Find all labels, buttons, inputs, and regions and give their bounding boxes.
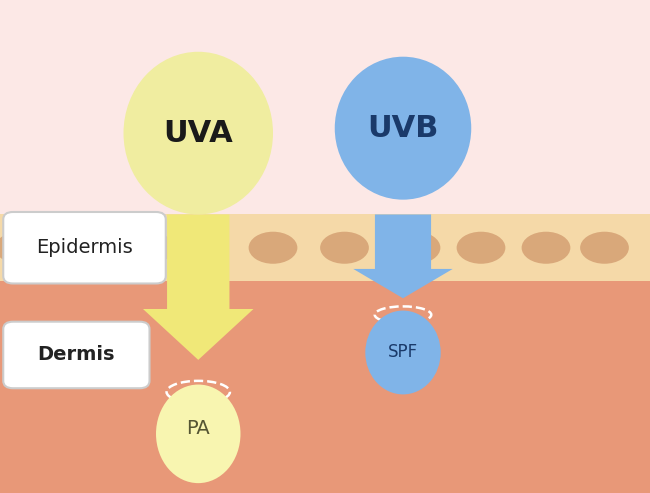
Bar xyxy=(0,281,650,493)
Text: PA: PA xyxy=(187,420,210,438)
FancyBboxPatch shape xyxy=(3,212,166,283)
Polygon shape xyxy=(143,214,254,360)
Ellipse shape xyxy=(580,232,629,264)
Ellipse shape xyxy=(125,232,174,264)
Ellipse shape xyxy=(320,232,369,264)
Ellipse shape xyxy=(335,57,471,200)
Ellipse shape xyxy=(365,311,441,394)
Ellipse shape xyxy=(248,232,298,264)
Ellipse shape xyxy=(156,385,240,483)
Ellipse shape xyxy=(124,52,273,214)
Ellipse shape xyxy=(456,232,506,264)
Text: UVA: UVA xyxy=(163,119,233,147)
Bar xyxy=(0,0,650,214)
Text: Dermis: Dermis xyxy=(38,346,115,364)
Ellipse shape xyxy=(0,232,44,264)
Text: Epidermis: Epidermis xyxy=(36,238,133,257)
Text: UVB: UVB xyxy=(367,114,439,142)
Text: SPF: SPF xyxy=(388,344,418,361)
Bar xyxy=(0,214,650,281)
Ellipse shape xyxy=(521,232,571,264)
FancyBboxPatch shape xyxy=(3,321,150,388)
Ellipse shape xyxy=(60,232,109,264)
Polygon shape xyxy=(354,214,452,298)
Ellipse shape xyxy=(391,232,441,264)
